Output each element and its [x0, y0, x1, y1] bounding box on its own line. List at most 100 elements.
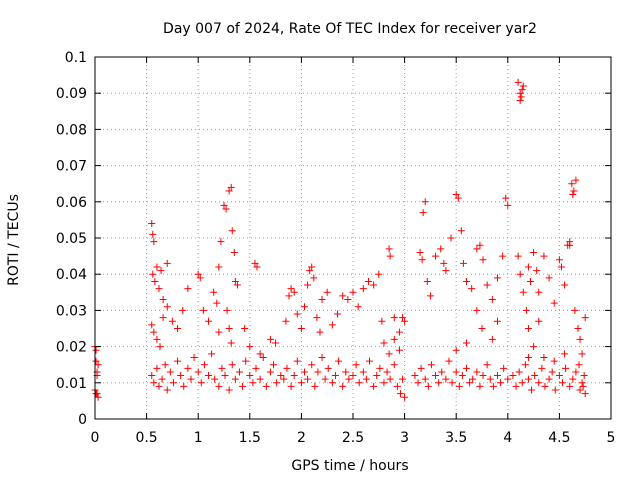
y-tick-label: 0.03	[56, 303, 87, 319]
data-point	[364, 277, 372, 285]
data-point	[262, 382, 270, 390]
data-point	[535, 288, 543, 296]
data-point	[580, 372, 588, 380]
data-point	[476, 382, 484, 390]
data-point	[161, 361, 169, 369]
data-point	[421, 375, 429, 383]
data-point	[241, 325, 249, 332]
data-point	[488, 296, 496, 304]
data-point	[566, 238, 574, 246]
data-point	[512, 382, 520, 390]
data-point	[362, 375, 370, 383]
data-point	[194, 368, 202, 376]
data-point	[550, 299, 558, 307]
data-point	[454, 194, 462, 202]
data-point	[174, 357, 182, 365]
data-point	[401, 317, 409, 325]
x-tick-label: 3.5	[445, 430, 467, 446]
data-point	[489, 382, 497, 390]
data-point	[448, 379, 456, 387]
data-point	[527, 277, 535, 285]
data-point	[323, 288, 331, 296]
data-point	[239, 382, 247, 390]
y-tick-label: 0	[78, 412, 87, 428]
data-point	[266, 368, 274, 376]
data-point	[558, 379, 566, 387]
data-point	[570, 187, 578, 195]
data-point	[270, 361, 278, 369]
axis-ticks: 0 0.5 1 1.5 2 2.5 3 3.5 4 4.5 5 0 0.01 0.02 0.03 0.04 0.…	[56, 50, 616, 446]
data-point	[545, 375, 553, 383]
data-point	[569, 191, 577, 199]
data-point	[225, 187, 233, 195]
data-point	[499, 252, 507, 260]
data-point	[314, 368, 322, 376]
data-point	[380, 379, 388, 387]
data-point	[442, 267, 450, 275]
data-point	[421, 198, 429, 206]
data-point	[187, 375, 195, 383]
data-point	[228, 361, 236, 369]
data-point	[328, 379, 336, 387]
x-axis-label: GPS time / hours	[291, 458, 408, 474]
data-point	[225, 325, 233, 332]
data-point	[393, 382, 401, 390]
data-point	[579, 382, 587, 390]
data-point	[221, 372, 229, 380]
data-point	[515, 368, 523, 376]
data-point	[266, 335, 274, 343]
x-tick-label: 4.5	[548, 430, 570, 446]
data-point	[217, 238, 225, 246]
data-point	[459, 259, 467, 267]
data-point	[530, 248, 538, 256]
data-point	[390, 361, 398, 369]
data-point	[528, 386, 536, 394]
data-point	[401, 393, 409, 401]
data-point	[308, 361, 316, 369]
data-point	[352, 361, 360, 369]
data-point	[290, 372, 298, 380]
data-point	[297, 325, 305, 332]
data-point	[390, 314, 398, 322]
data-point	[427, 361, 435, 369]
data-point	[502, 194, 510, 202]
data-point	[249, 379, 257, 387]
data-point	[518, 86, 526, 94]
data-point	[399, 314, 407, 322]
data-point	[349, 372, 357, 380]
data-point	[486, 375, 494, 383]
data-point	[290, 288, 298, 296]
data-point	[310, 274, 318, 282]
data-point	[458, 372, 466, 380]
data-point	[227, 339, 235, 347]
data-point	[378, 317, 386, 325]
data-point	[222, 205, 230, 213]
data-point	[159, 296, 167, 304]
data-point	[151, 277, 159, 285]
data-point	[576, 335, 584, 343]
data-point	[373, 372, 381, 380]
data-point	[550, 357, 558, 365]
data-point	[155, 382, 163, 390]
data-point	[445, 357, 453, 365]
data-point	[177, 372, 185, 380]
data-point	[545, 274, 553, 282]
data-point	[345, 375, 353, 383]
data-point	[200, 361, 208, 369]
data-point	[344, 296, 352, 304]
data-point	[283, 364, 291, 372]
data-point	[225, 386, 233, 394]
data-point	[156, 343, 164, 351]
data-point	[504, 375, 512, 383]
data-point	[541, 382, 549, 390]
data-point	[92, 346, 100, 354]
data-point	[355, 379, 363, 387]
data-point	[304, 375, 312, 383]
data-point	[551, 386, 559, 394]
data-point	[473, 306, 481, 314]
data-point	[385, 350, 393, 358]
data-point	[256, 375, 264, 383]
data-point	[256, 350, 264, 358]
data-point	[432, 372, 440, 380]
data-point	[328, 321, 336, 329]
